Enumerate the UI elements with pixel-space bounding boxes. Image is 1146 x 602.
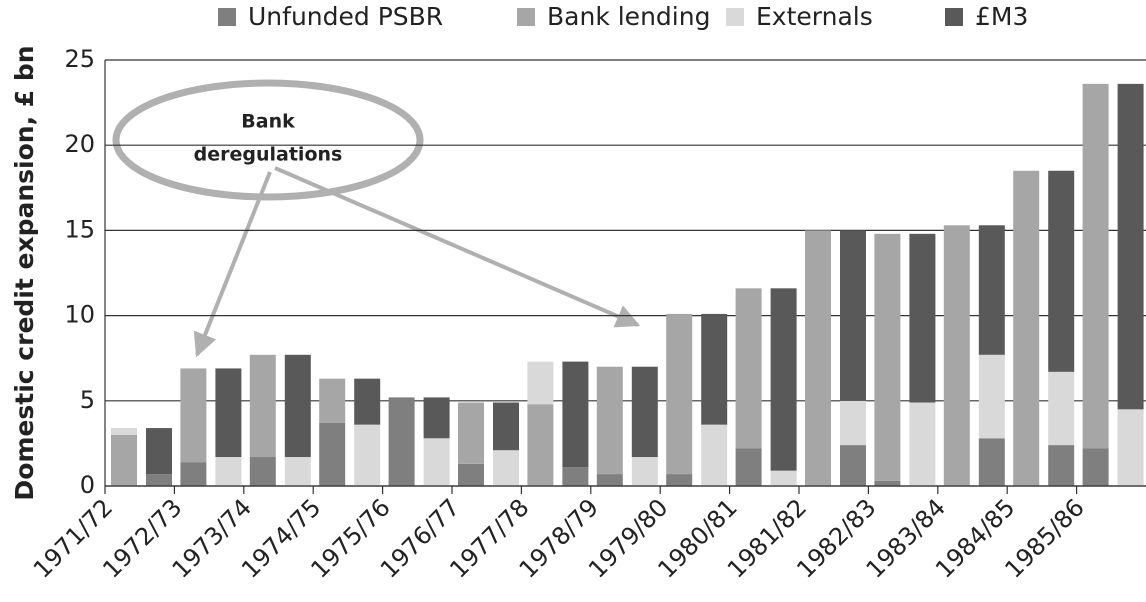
- bar-segment: [319, 378, 346, 423]
- bar-segment: [666, 474, 693, 486]
- bar-segment: [319, 422, 346, 486]
- bar-segment: [978, 354, 1005, 439]
- bar-segment: [146, 428, 172, 475]
- legend-label: £M3: [975, 2, 1028, 31]
- y-tick-label: 15: [64, 215, 95, 243]
- bar-segment: [1117, 409, 1144, 486]
- bar-segment: [562, 361, 589, 468]
- bar-segment: [840, 230, 866, 401]
- bar-segment: [1082, 83, 1109, 449]
- bar-segment: [701, 313, 728, 425]
- bar-segment: [1013, 170, 1040, 486]
- bar-segment: [909, 233, 936, 403]
- bar-segment: [493, 450, 519, 486]
- bar-segment: [701, 424, 728, 486]
- bar-segment: [215, 368, 242, 458]
- bar-segment: [458, 402, 484, 464]
- y-tick-label: 25: [64, 45, 95, 73]
- bar-segment: [180, 368, 207, 463]
- y-tick-label: 20: [64, 130, 95, 158]
- y-axis-label: Domestic credit expansion, £ bn: [10, 45, 39, 500]
- bar-segment: [562, 467, 589, 486]
- annotation-text: deregulations: [194, 144, 343, 166]
- bar-segment: [284, 354, 311, 458]
- annotation-ellipse: [112, 79, 424, 201]
- annotation-arrow: [193, 171, 272, 358]
- bar-segment: [1048, 170, 1075, 372]
- bar-segment: [249, 354, 276, 458]
- bar-segment: [111, 428, 137, 435]
- bar-segment: [111, 434, 137, 486]
- y-tick-label: 0: [80, 471, 95, 499]
- bar-segment: [527, 404, 554, 486]
- bar-segment: [180, 462, 207, 486]
- bar-segment: [1048, 445, 1075, 486]
- annotation-text: Bank: [241, 111, 295, 133]
- bar-segment: [770, 288, 797, 471]
- bar-segment: [735, 288, 762, 449]
- legend-label: Unfunded PSBR: [248, 2, 443, 31]
- legend-label: Bank lending: [547, 2, 710, 31]
- bar-segment: [527, 361, 554, 405]
- bar-segment: [735, 448, 762, 486]
- legend-swatch: [517, 8, 535, 26]
- bar-segment: [284, 457, 311, 486]
- bar-segment: [493, 402, 519, 451]
- bar-segment: [874, 233, 901, 481]
- bar-segment: [596, 474, 623, 486]
- legend-swatch: [726, 8, 744, 26]
- bar-segment: [388, 397, 415, 486]
- bar-segment: [631, 457, 658, 486]
- bar-segment: [978, 438, 1005, 486]
- bar-segment: [1117, 83, 1144, 410]
- bar-segment: [215, 457, 242, 486]
- bar-segment: [354, 378, 381, 425]
- bar-segment: [423, 397, 450, 439]
- bar-segment: [146, 474, 172, 486]
- bar-segment: [1082, 448, 1109, 486]
- y-tick-label: 5: [80, 386, 95, 414]
- bar-segment: [458, 463, 484, 486]
- bar-segment: [909, 402, 936, 486]
- bar-segment: [978, 225, 1005, 355]
- bar-segment: [874, 480, 901, 486]
- bar-segment: [840, 445, 866, 486]
- bar-segment: [943, 225, 970, 486]
- bar-segment: [770, 470, 797, 486]
- y-tick-label: 10: [64, 301, 95, 329]
- bar-segment: [596, 366, 623, 475]
- bar-segment: [249, 457, 276, 486]
- bar-segment: [840, 400, 866, 446]
- legend-label: Externals: [756, 2, 873, 31]
- bar-segment: [805, 230, 831, 486]
- bar-segment: [631, 366, 658, 458]
- bar-segment: [1048, 371, 1075, 446]
- bar-segment: [666, 313, 693, 475]
- legend-swatch: [945, 8, 963, 26]
- legend-swatch: [218, 8, 236, 26]
- bar-segment: [423, 438, 450, 486]
- annotation-arrow: [274, 166, 641, 328]
- bar-segment: [354, 424, 381, 486]
